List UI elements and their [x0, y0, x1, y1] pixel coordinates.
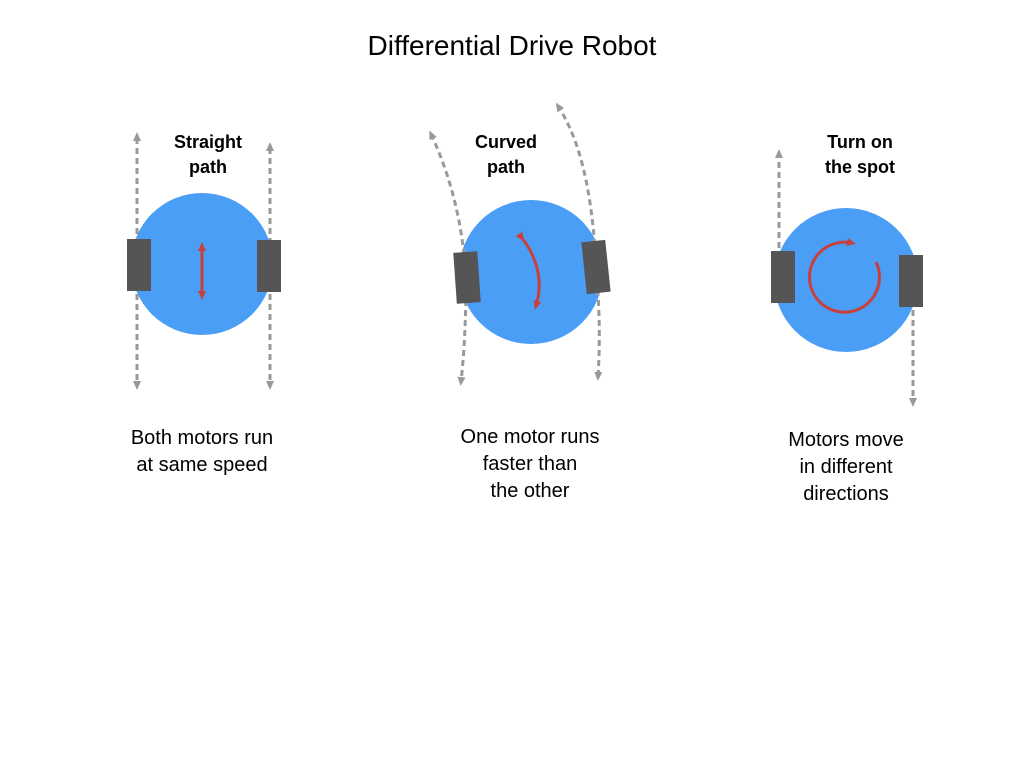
diagram-title: Differential Drive Robot: [367, 30, 657, 61]
label-line: path: [189, 157, 227, 177]
left-wheel: [127, 239, 151, 291]
caption-line: faster than: [482, 453, 578, 475]
caption-line: Motors move: [788, 429, 904, 451]
label-line: Turn on: [827, 132, 893, 152]
label-line: path: [487, 157, 525, 177]
turn-on-spot-caption: Motors move in different directions: [726, 427, 966, 508]
caption-line: Both motors run: [130, 427, 274, 449]
label-line: the spot: [825, 157, 895, 177]
curved-path-label: Curved path: [426, 130, 586, 180]
robot-body: [459, 200, 603, 344]
curved-path-caption: One motor runs faster than the other: [410, 424, 650, 505]
turn-on-spot-diagram: [771, 149, 923, 407]
left-wheel-path-forward: [429, 130, 468, 276]
caption-line: One motor runs: [460, 426, 600, 448]
caption-line: in different: [799, 456, 893, 478]
label-line: Straight: [173, 132, 242, 152]
left-wheel: [453, 251, 481, 304]
caption-line: directions: [803, 483, 889, 505]
turn-on-spot-label: Turn on the spot: [780, 130, 940, 180]
label-line: Curved: [474, 132, 537, 152]
caption-line: the other: [490, 480, 570, 502]
motion-arrow-curve: [515, 231, 542, 310]
robot-body: [774, 208, 918, 352]
caption-line: at same speed: [136, 454, 268, 476]
left-wheel: [771, 251, 795, 303]
right-wheel: [581, 239, 611, 295]
straight-path-caption: Both motors run at same speed: [82, 425, 322, 479]
right-wheel-path-forward: [555, 102, 598, 266]
curved-path-diagram: [429, 102, 611, 386]
right-wheel: [899, 255, 923, 307]
straight-path-label: Straight path: [128, 130, 288, 180]
straight-path-diagram: [127, 132, 281, 390]
rotation-arrow: [807, 238, 881, 314]
right-wheel: [257, 240, 281, 292]
